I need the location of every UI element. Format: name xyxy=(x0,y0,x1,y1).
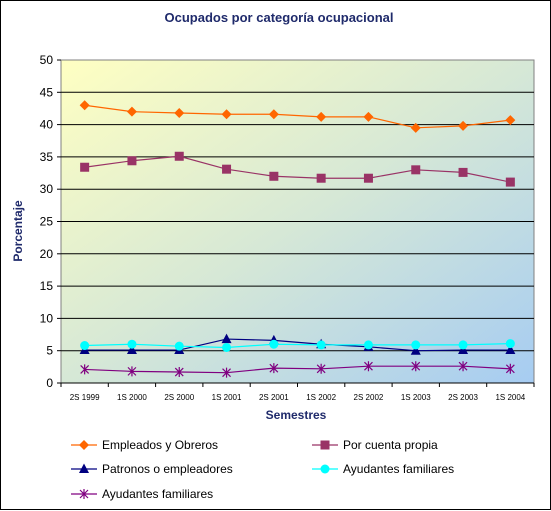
data-point xyxy=(411,340,421,350)
data-point xyxy=(80,162,90,172)
data-point xyxy=(316,363,326,374)
legend-marker xyxy=(79,463,89,473)
x-axis-title: Semestres xyxy=(266,408,327,422)
chart-title: Ocupados por categoría ocupacional xyxy=(165,10,394,25)
data-point xyxy=(363,340,373,350)
data-point xyxy=(363,173,373,183)
y-tick-label: 5 xyxy=(46,344,53,358)
x-axis: 2S 1999 1S 2000 2S 2000 1S 2001 2S 2001 1S 20… xyxy=(60,382,535,402)
x-tick-label: 2S 2003 xyxy=(448,393,478,402)
x-tick-label: 2S 2000 xyxy=(164,393,194,402)
series-line xyxy=(84,155,511,183)
data-point xyxy=(458,120,469,131)
data-point xyxy=(316,111,327,122)
data-point xyxy=(79,100,90,111)
y-axis-title: Porcentaje xyxy=(11,200,25,262)
data-point xyxy=(174,107,185,118)
y-tick-label: 0 xyxy=(46,376,53,390)
series-line xyxy=(84,338,511,352)
legend-marker xyxy=(79,489,89,499)
data-point xyxy=(505,115,516,126)
data-point xyxy=(80,364,90,375)
data-point xyxy=(222,164,232,174)
legend-label: Ayudantes familiares xyxy=(343,462,454,476)
data-point xyxy=(127,156,137,166)
data-point xyxy=(174,341,184,351)
legend-item: Por cuenta propia xyxy=(312,438,438,452)
y-tick-label: 50 xyxy=(40,53,54,67)
data-point xyxy=(505,344,516,355)
series-line xyxy=(84,104,511,129)
data-point xyxy=(363,111,374,122)
data-point xyxy=(126,106,137,117)
x-tick-label: 1S 2002 xyxy=(306,393,336,402)
y-tick-label: 10 xyxy=(40,311,54,325)
data-point xyxy=(458,340,468,350)
series-5 xyxy=(80,361,515,378)
data-point xyxy=(222,367,231,378)
legend-label: Empleados y Obreros xyxy=(102,438,218,452)
data-point xyxy=(221,109,232,120)
y-tick-label: 35 xyxy=(40,150,54,164)
x-tick-label: 2S 1999 xyxy=(70,393,100,402)
y-axis: 0 5 10 15 20 25 30 35 40 45 50 xyxy=(40,53,61,390)
legend-marker xyxy=(79,440,89,450)
data-point xyxy=(410,345,421,355)
data-point xyxy=(127,339,137,349)
data-point xyxy=(316,173,326,183)
data-point xyxy=(505,363,515,374)
data-point xyxy=(269,363,279,374)
data-point xyxy=(268,109,279,120)
series-4 xyxy=(80,339,515,352)
data-point xyxy=(410,122,421,133)
legend-label: Ayudantes familiares xyxy=(102,487,213,501)
y-tick-label: 45 xyxy=(40,85,54,99)
x-tick-label: 1S 2004 xyxy=(495,393,525,402)
y-tick-label: 20 xyxy=(40,247,54,261)
data-point xyxy=(222,342,232,352)
x-tick-label: 2S 2002 xyxy=(354,393,384,402)
data-point xyxy=(505,339,515,349)
legend-item: Patronos o empleadores xyxy=(71,462,233,476)
data-point xyxy=(80,341,90,351)
data-point xyxy=(174,151,184,161)
legend-item: Empleados y Obreros xyxy=(71,438,218,452)
data-point xyxy=(126,344,137,355)
data-point xyxy=(458,167,468,177)
x-tick-label: 1S 2000 xyxy=(117,393,147,402)
series-1 xyxy=(79,100,516,133)
series-line xyxy=(84,342,511,349)
data-point xyxy=(411,165,421,175)
legend-item: Ayudantes familiares xyxy=(312,462,454,476)
data-point xyxy=(269,339,279,349)
data-point xyxy=(221,333,232,344)
legend-marker xyxy=(320,440,330,450)
x-tick-label: 1S 2001 xyxy=(212,393,242,402)
x-tick-label: 2S 2001 xyxy=(259,393,289,402)
data-point xyxy=(316,340,326,350)
data-point xyxy=(458,361,468,372)
y-tick-label: 40 xyxy=(40,118,54,132)
series-line xyxy=(84,365,511,374)
legend-marker xyxy=(320,464,330,474)
x-tick-label: 1S 2003 xyxy=(401,393,431,402)
data-point xyxy=(505,177,515,187)
y-tick-label: 30 xyxy=(40,182,54,196)
legend: Empleados y Obreros Por cuenta propia Patr… xyxy=(71,438,454,501)
data-point xyxy=(269,171,279,181)
data-point xyxy=(364,361,373,372)
series-layer xyxy=(79,100,516,378)
series-2 xyxy=(80,151,515,187)
legend-item: Ayudantes familiares xyxy=(71,487,213,501)
legend-label: Patronos o empleadores xyxy=(102,462,233,476)
data-point xyxy=(127,366,137,377)
y-tick-label: 25 xyxy=(40,215,54,229)
legend-label: Por cuenta propia xyxy=(343,438,438,452)
data-point xyxy=(411,361,421,372)
y-tick-label: 15 xyxy=(40,279,54,293)
data-point xyxy=(174,367,184,378)
